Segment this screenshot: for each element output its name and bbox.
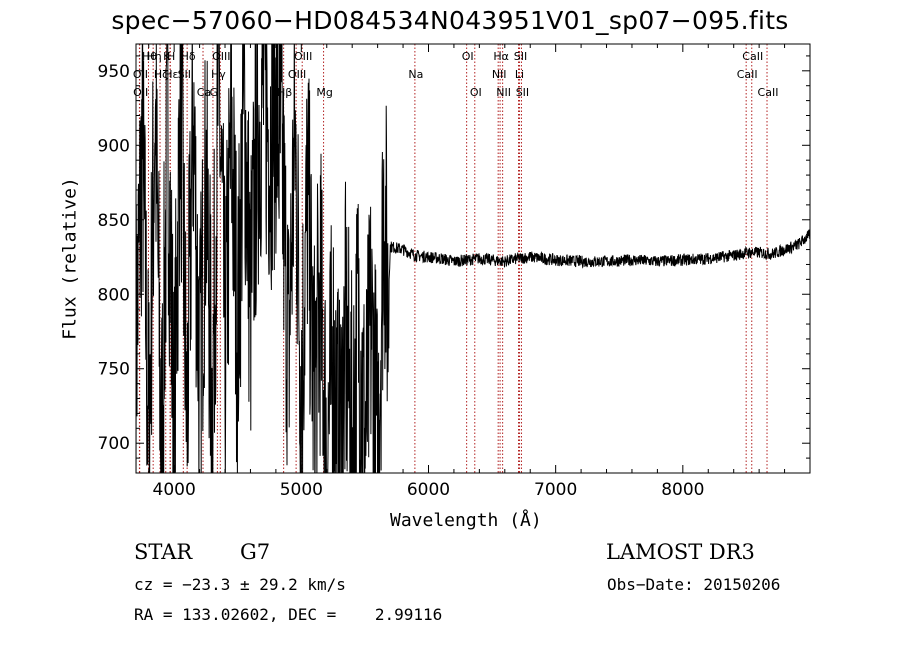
x-tick-label: 5000 [280,480,323,500]
emission-line-label: OII [133,86,148,99]
x-tick-label: 4000 [153,480,196,500]
emission-line-label: Ca [197,86,211,99]
y-tick-label: 750 [98,360,130,380]
y-tick-label: 950 [98,62,130,82]
survey-name: LAMOST DR3 [606,540,755,564]
x-axis: 4000 5000 6000 7000 8000 [148,44,786,500]
x-tick-label: 8000 [661,480,704,500]
emission-line-label: OI [470,86,482,99]
object-subclass: G7 [240,540,271,564]
obs-date-text: Obs−Date: 20150206 [607,575,781,594]
emission-line-label: Hθ [142,50,157,63]
emission-line-label: NII [496,86,511,99]
chart-title: spec−57060−HD084534N043951V01_sp07−095.f… [111,6,789,35]
x-tick-label: 7000 [534,480,577,500]
emission-line-label: OIII [212,50,230,63]
emission-line-label: CaII [737,68,758,81]
emission-line-label: Na [408,68,423,81]
emission-line-label: OIII [294,50,312,63]
x-axis-label: Wavelength (Å) [390,510,542,531]
y-tick-label: 850 [98,211,130,231]
redshift-text: cz = −23.3 ± 29.2 km/s [134,575,346,594]
emission-line-label: Hζ [154,68,168,81]
y-tick-label: 900 [98,136,130,156]
emission-line-label: OI [462,50,474,63]
emission-line-label: NII [492,68,507,81]
emission-line-label: OII [133,68,148,81]
coordinates-text: RA = 133.02602, DEC = 2.99116 [134,605,443,624]
emission-line-label: Mg [316,86,332,99]
emission-line-label: CaII [758,86,779,99]
y-tick-label: 800 [98,285,130,305]
y-axis-label: Flux (relative) [59,177,81,340]
emission-line-label: G [210,86,219,99]
emission-line-label: Hη [147,50,162,63]
emission-line-label: Hα [493,50,509,63]
emission-line-label: SII [516,86,529,99]
emission-line-label: OIII [288,68,306,81]
flux-series-line [136,44,810,473]
emission-line-label: Li [515,68,524,81]
emission-line-label: H [167,50,175,63]
x-tick-label: 6000 [407,480,450,500]
plot-frame [135,43,811,474]
y-tick-label: 700 [98,434,130,454]
emission-line-label: Hγ [211,68,226,81]
emission-line-label: SII [514,50,527,63]
emission-line-label: CaII [742,50,763,63]
y-axis: 700 750 800 850 900 950 [98,55,810,459]
emission-line-label: K [163,50,171,63]
object-class: STAR [134,540,193,564]
